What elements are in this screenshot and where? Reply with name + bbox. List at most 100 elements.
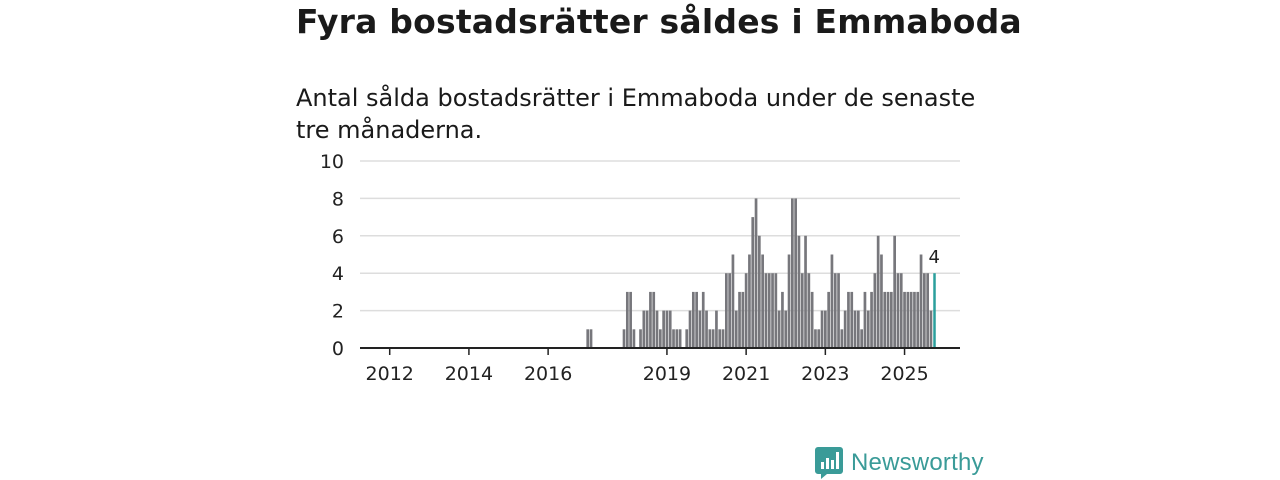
bar — [625, 291, 629, 348]
bar — [784, 310, 788, 348]
bar — [913, 291, 916, 348]
bar — [909, 291, 913, 348]
y-tick-label: 2 — [332, 301, 344, 323]
bar — [774, 273, 778, 348]
bar — [715, 310, 718, 348]
bar — [903, 291, 906, 348]
bar — [718, 329, 722, 348]
y-tick-label: 8 — [332, 188, 344, 210]
bar — [781, 291, 784, 348]
bar — [678, 329, 682, 348]
bar — [800, 273, 804, 348]
bar — [843, 310, 847, 348]
newsworthy-logo-text: Newsworthy — [851, 449, 984, 476]
y-tick-label: 6 — [332, 226, 344, 248]
bar — [807, 273, 811, 348]
bar — [817, 329, 821, 348]
bar — [655, 310, 659, 348]
bar — [863, 291, 867, 348]
x-axis-ticks: 2012 2014 2016 2019 2021 2023 2025 — [366, 348, 929, 385]
bar — [645, 310, 649, 348]
bar — [649, 291, 652, 348]
newsworthy-logo-icon — [815, 447, 843, 479]
bar — [744, 273, 748, 348]
bar — [761, 254, 764, 348]
bar — [724, 273, 728, 348]
bar — [658, 329, 662, 348]
bar — [880, 254, 883, 348]
bar — [919, 254, 923, 348]
bars — [586, 198, 936, 348]
bar — [876, 235, 880, 348]
bar — [830, 254, 834, 348]
bar — [711, 329, 715, 348]
x-tick-label: 2019 — [643, 363, 691, 385]
bar — [886, 291, 890, 348]
bar — [827, 291, 830, 348]
y-tick-label: 0 — [332, 338, 344, 360]
x-tick-label: 2014 — [445, 363, 493, 385]
bar — [685, 329, 689, 348]
chart-subtitle: Antal sålda bostadsrätter i Emmaboda und… — [296, 84, 976, 144]
bar — [771, 273, 774, 348]
bar — [734, 310, 738, 348]
x-tick-label: 2016 — [524, 363, 572, 385]
bar — [688, 310, 692, 348]
bar — [814, 329, 817, 348]
bar — [665, 310, 669, 348]
bar — [926, 273, 930, 348]
grid-lines — [360, 160, 960, 312]
bar — [741, 291, 745, 348]
bar — [738, 291, 741, 348]
bar — [764, 273, 768, 348]
bar — [705, 310, 708, 348]
bar — [850, 291, 854, 348]
bar — [810, 291, 814, 348]
bar — [866, 310, 870, 348]
bar — [890, 291, 893, 348]
bar — [873, 273, 877, 348]
bar — [728, 273, 731, 348]
bar — [652, 291, 656, 348]
bar — [823, 310, 827, 348]
bar — [860, 329, 863, 348]
bar — [586, 329, 590, 348]
bar — [675, 329, 679, 348]
bar — [790, 198, 794, 348]
bar — [883, 291, 887, 348]
bar — [847, 291, 850, 348]
bar — [787, 254, 791, 348]
bar-latest — [933, 273, 936, 348]
bar — [840, 329, 844, 348]
bar — [721, 329, 725, 348]
bar — [797, 235, 801, 348]
bar — [870, 291, 873, 348]
bar — [589, 329, 593, 348]
bar — [837, 273, 840, 348]
bar — [833, 273, 837, 348]
y-tick-label: 10 — [320, 151, 344, 173]
bar — [777, 310, 781, 348]
bar — [893, 235, 896, 348]
bar — [622, 329, 626, 348]
bar — [701, 291, 705, 348]
bar — [751, 217, 755, 348]
x-tick-label: 2012 — [366, 363, 414, 385]
latest-value-label: 4 — [929, 247, 940, 268]
bar — [695, 291, 698, 348]
x-tick-label: 2023 — [801, 363, 849, 385]
bar — [804, 235, 807, 348]
bar — [857, 310, 860, 348]
bar — [754, 198, 758, 348]
bar — [668, 310, 672, 348]
bar — [794, 198, 797, 348]
data-labels: 4 — [929, 247, 940, 268]
chart-title: Fyra bostadsrätter såldes i Emmaboda — [296, 2, 1022, 41]
bar — [639, 329, 642, 348]
bar — [662, 310, 665, 348]
x-tick-label: 2021 — [722, 363, 770, 385]
bar — [820, 310, 824, 348]
y-tick-label: 4 — [332, 263, 344, 285]
bar — [767, 273, 771, 348]
bar — [698, 310, 702, 348]
